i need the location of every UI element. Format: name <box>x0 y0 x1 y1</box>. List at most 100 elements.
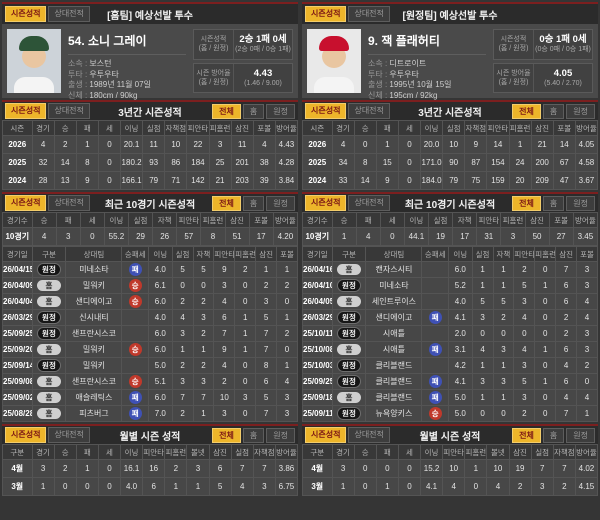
tab-season-stats[interactable]: 시즌성적 <box>305 195 347 211</box>
cell: 3 <box>171 325 194 342</box>
filter-away[interactable]: 원정 <box>566 103 595 119</box>
cell: 0 <box>513 325 536 342</box>
tab-season-stats[interactable]: 시즌성적 <box>5 427 47 443</box>
cell: 2 <box>192 293 215 310</box>
column-header: 이닝 <box>448 246 473 262</box>
cell: 6 <box>213 309 236 326</box>
cell <box>121 357 150 374</box>
filter-home[interactable]: 홈 <box>242 103 265 119</box>
filter-home[interactable]: 홈 <box>242 195 265 211</box>
filter-away[interactable]: 원정 <box>266 195 295 211</box>
player-body-row: 신체180cm / 90kg <box>68 91 186 102</box>
filter-all[interactable]: 전체 <box>512 195 541 211</box>
filter-home[interactable]: 홈 <box>542 103 565 119</box>
column-header: 실점 <box>530 444 554 460</box>
player-birth-row: 출생1989년 11월 07일 <box>68 80 186 91</box>
cell: 3 <box>276 389 298 406</box>
filter-all[interactable]: 전체 <box>212 195 241 211</box>
cell: 0 <box>397 459 422 478</box>
column-header: 포볼 <box>552 120 576 136</box>
cell: 209 <box>530 171 554 190</box>
filter-group: 전체 홈 원정 <box>510 103 595 119</box>
tab-head-to-head[interactable]: 상대전적 <box>48 427 90 443</box>
cell: 4.0 <box>119 477 144 496</box>
cell: 1 <box>534 341 557 358</box>
filter-away[interactable]: 원정 <box>566 195 595 211</box>
column-header: 상대팀 <box>65 246 123 262</box>
cell: 1 <box>186 477 210 496</box>
cell: 75 <box>464 171 488 190</box>
filter-away[interactable]: 원정 <box>266 427 295 443</box>
cell: 3 <box>530 477 554 496</box>
cell: 13 <box>53 171 77 190</box>
cell: 2024 <box>2 171 33 190</box>
tab-head-to-head[interactable]: 상대전적 <box>48 195 90 211</box>
cell: 3 <box>213 405 236 422</box>
tab-head-to-head[interactable]: 상대전적 <box>348 195 390 211</box>
era-sublabel: (홈 / 원정) <box>498 78 529 86</box>
cell: 1 <box>492 357 515 374</box>
era-sublabel: (홈 / 원정) <box>198 78 229 86</box>
cell: 0 <box>234 373 257 390</box>
cell: 1 <box>276 309 298 326</box>
season-record-box: 시즌성적 (홈 / 원정) 0승 1패 0세 (0승 0패 / 0승 1패) <box>493 29 593 60</box>
filter-all[interactable]: 전체 <box>212 427 241 443</box>
filter-away[interactable]: 원정 <box>566 427 595 443</box>
tab-head-to-head[interactable]: 상대전적 <box>48 103 90 119</box>
cell: 0 <box>534 293 557 310</box>
away-player-info: 9. 잭 플래허티 소속디트로이트 투타우투우타 출생1995년 10월 15일… <box>361 29 493 110</box>
filter-all[interactable]: 전체 <box>212 103 241 119</box>
tab-head-to-head[interactable]: 상대전적 <box>348 6 390 22</box>
column-header: 이닝 <box>119 444 144 460</box>
filter-group: 전체 홈 원정 <box>510 195 595 211</box>
cell: 0 <box>534 389 557 406</box>
cell: 6 <box>555 341 578 358</box>
cell: 1 <box>75 135 99 154</box>
cell: 3.67 <box>574 171 599 190</box>
cell: 밀워키 <box>65 357 123 374</box>
cell: 4 <box>486 477 510 496</box>
column-header: 피홈런 <box>500 212 526 228</box>
cell: 2 <box>276 325 298 342</box>
stat-row: 2026 4 0 1 0 20.0 10 9 14 1 21 14 4.05 <box>302 135 599 154</box>
column-header: 자책 <box>492 246 515 262</box>
stat-row: 3월 1 0 0 0 4.0 6 1 1 5 4 3 6.75 <box>2 477 299 496</box>
cell: 4.02 <box>574 459 599 478</box>
cell: 26/03/29 <box>2 309 33 326</box>
tab-head-to-head[interactable]: 상대전적 <box>48 6 90 22</box>
player-name: 54. 소니 그레이 <box>68 30 186 55</box>
filter-home[interactable]: 홈 <box>242 427 265 443</box>
player-name: 9. 잭 플래허티 <box>368 30 486 55</box>
cell: 0 <box>234 357 257 374</box>
filter-home[interactable]: 홈 <box>542 427 565 443</box>
cell: 26/04/10 <box>302 277 333 294</box>
table-header-row: 경기수 승 패 세 이닝 실점 자책 피안타 피홈런 삼진 포볼 방어율 <box>302 212 599 228</box>
column-header: 피홈런 <box>534 246 557 262</box>
tab-season-stats[interactable]: 시즌성적 <box>5 195 47 211</box>
cell: 6.0 <box>148 389 173 406</box>
filter-home[interactable]: 홈 <box>542 195 565 211</box>
cell: 4 <box>442 477 466 496</box>
column-header: 세 <box>397 444 422 460</box>
filter-all[interactable]: 전체 <box>512 427 541 443</box>
tab-season-stats[interactable]: 시즌성적 <box>305 103 347 119</box>
filter-away[interactable]: 원정 <box>266 103 295 119</box>
game-row: 26/04/04 홈 샌디에이고 승 6.0 2 2 4 0 3 0 <box>2 293 298 310</box>
cell: 5 <box>492 293 515 310</box>
filter-all[interactable]: 전체 <box>512 103 541 119</box>
cell: 4.05 <box>574 135 599 154</box>
tab-head-to-head[interactable]: 상대전적 <box>348 103 390 119</box>
tab-season-stats[interactable]: 시즌성적 <box>305 6 347 22</box>
cell: 2 <box>53 459 77 478</box>
tab-season-stats[interactable]: 시즌성적 <box>5 103 47 119</box>
tab-season-stats[interactable]: 시즌성적 <box>5 6 47 22</box>
tab-head-to-head[interactable]: 상대전적 <box>348 427 390 443</box>
cell: 2 <box>555 325 578 342</box>
column-header: 삼진 <box>508 444 532 460</box>
cell: 4 <box>555 389 578 406</box>
venue-badge: 원정 <box>336 375 361 388</box>
cell: 1 <box>471 389 494 406</box>
column-header: 경기수 <box>302 212 333 228</box>
tab-season-stats[interactable]: 시즌성적 <box>305 427 347 443</box>
cell: 17 <box>248 227 274 246</box>
